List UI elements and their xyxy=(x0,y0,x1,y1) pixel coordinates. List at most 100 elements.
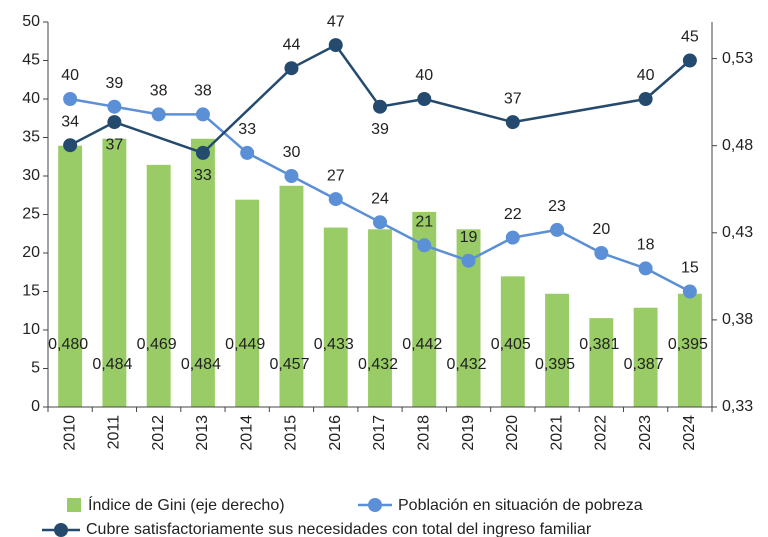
bar-label: 0,432 xyxy=(447,356,487,373)
line-segment xyxy=(69,97,115,108)
line-segment xyxy=(290,174,337,201)
bar-label: 0,469 xyxy=(137,336,177,353)
line-marker xyxy=(505,115,520,130)
point-label: 38 xyxy=(194,83,212,100)
x-tick-label: 2018 xyxy=(415,415,432,451)
bar-label: 0,432 xyxy=(358,356,398,373)
line-marker xyxy=(373,215,387,230)
line-marker xyxy=(63,92,78,106)
line-segment xyxy=(423,244,469,262)
bar xyxy=(456,229,481,407)
bar-label: 0,457 xyxy=(269,356,309,373)
y-tick-label: 20 xyxy=(22,244,40,261)
y2-tick-label: 0,43 xyxy=(722,224,753,241)
line-marker xyxy=(682,53,697,68)
line-marker xyxy=(195,107,210,122)
x-tick-label: 2014 xyxy=(238,415,255,451)
y-tick-label: 50 xyxy=(22,13,40,30)
point-label: 19 xyxy=(460,229,478,246)
point-label: 45 xyxy=(681,29,699,46)
x-tick-label: 2012 xyxy=(150,415,167,451)
point-label: 27 xyxy=(327,167,345,184)
line-marker xyxy=(638,261,653,276)
bar-label: 0,395 xyxy=(668,336,708,353)
line-segment xyxy=(644,59,691,100)
line-marker xyxy=(195,145,210,160)
bar-label: 0,387 xyxy=(624,356,664,373)
line-segment xyxy=(334,44,382,108)
line-segment xyxy=(512,228,558,239)
point-label: 22 xyxy=(504,206,522,223)
legend-label: Índice de Gini (eje derecho) xyxy=(88,495,285,514)
bar xyxy=(412,211,437,407)
line-marker xyxy=(328,192,343,207)
point-label: 40 xyxy=(637,67,655,84)
bar xyxy=(589,318,614,407)
line-segment xyxy=(600,251,647,270)
line-segment xyxy=(202,67,293,154)
line-segment xyxy=(512,97,646,124)
bar xyxy=(235,199,260,407)
bar-label: 0,484 xyxy=(92,356,132,373)
y2-tick-label: 0,38 xyxy=(722,311,753,328)
point-label: 20 xyxy=(592,221,610,238)
point-label: 38 xyxy=(150,83,168,100)
line-marker xyxy=(328,38,343,53)
line-segment xyxy=(114,105,159,116)
bar xyxy=(146,164,171,407)
bar xyxy=(500,276,525,407)
bar xyxy=(279,185,304,407)
line-segment xyxy=(246,151,293,178)
point-label: 40 xyxy=(61,67,79,84)
line-marker xyxy=(63,138,78,153)
line-marker xyxy=(550,222,565,237)
bar xyxy=(545,293,570,407)
bar-label: 0,395 xyxy=(535,356,575,373)
x-tick-label: 2023 xyxy=(637,415,654,451)
x-tick-label: 2022 xyxy=(593,415,610,451)
legend-swatch xyxy=(67,498,81,512)
point-label: 39 xyxy=(106,75,124,92)
bar-label: 0,449 xyxy=(225,336,265,353)
bar-label: 0,381 xyxy=(579,336,619,353)
y-tick-label: 30 xyxy=(22,167,40,184)
point-label: 18 xyxy=(637,237,655,254)
line-marker xyxy=(417,92,432,106)
point-label: 33 xyxy=(238,121,256,138)
x-tick-label: 2013 xyxy=(194,415,211,451)
bar xyxy=(58,145,83,407)
line-marker xyxy=(373,99,387,114)
point-label: 39 xyxy=(371,121,389,138)
line-marker xyxy=(151,107,166,122)
line-marker xyxy=(284,61,299,76)
line-marker xyxy=(107,99,122,114)
bar xyxy=(677,293,702,407)
y-tick-label: 35 xyxy=(22,129,40,146)
line-marker xyxy=(594,246,609,260)
point-label: 30 xyxy=(283,144,301,161)
legend-swatch xyxy=(54,523,68,537)
y2-tick-label: 0,33 xyxy=(722,398,753,415)
y-tick-label: 40 xyxy=(22,90,40,107)
y-tick-label: 10 xyxy=(22,321,40,338)
line-marker xyxy=(638,92,653,106)
line-segment xyxy=(335,197,381,224)
point-label: 37 xyxy=(504,90,522,107)
bar xyxy=(190,138,215,407)
legend-label: Población en situación de pobreza xyxy=(398,497,643,514)
x-tick-label: 2019 xyxy=(460,415,477,451)
y-tick-label: 15 xyxy=(22,283,40,300)
line-marker xyxy=(284,169,299,183)
line-marker xyxy=(505,230,520,245)
bar-label: 0,442 xyxy=(402,336,442,353)
bar xyxy=(368,229,392,407)
line-marker xyxy=(461,253,476,268)
line-segment xyxy=(69,120,115,147)
point-label: 33 xyxy=(194,167,212,184)
legend-label: Cubre satisfactoriamente sus necesidades… xyxy=(86,521,592,537)
line-segment xyxy=(645,267,691,293)
line-segment xyxy=(290,43,337,70)
line-marker xyxy=(107,115,122,130)
point-label: 37 xyxy=(106,136,124,153)
bar-label: 0,480 xyxy=(48,336,88,353)
